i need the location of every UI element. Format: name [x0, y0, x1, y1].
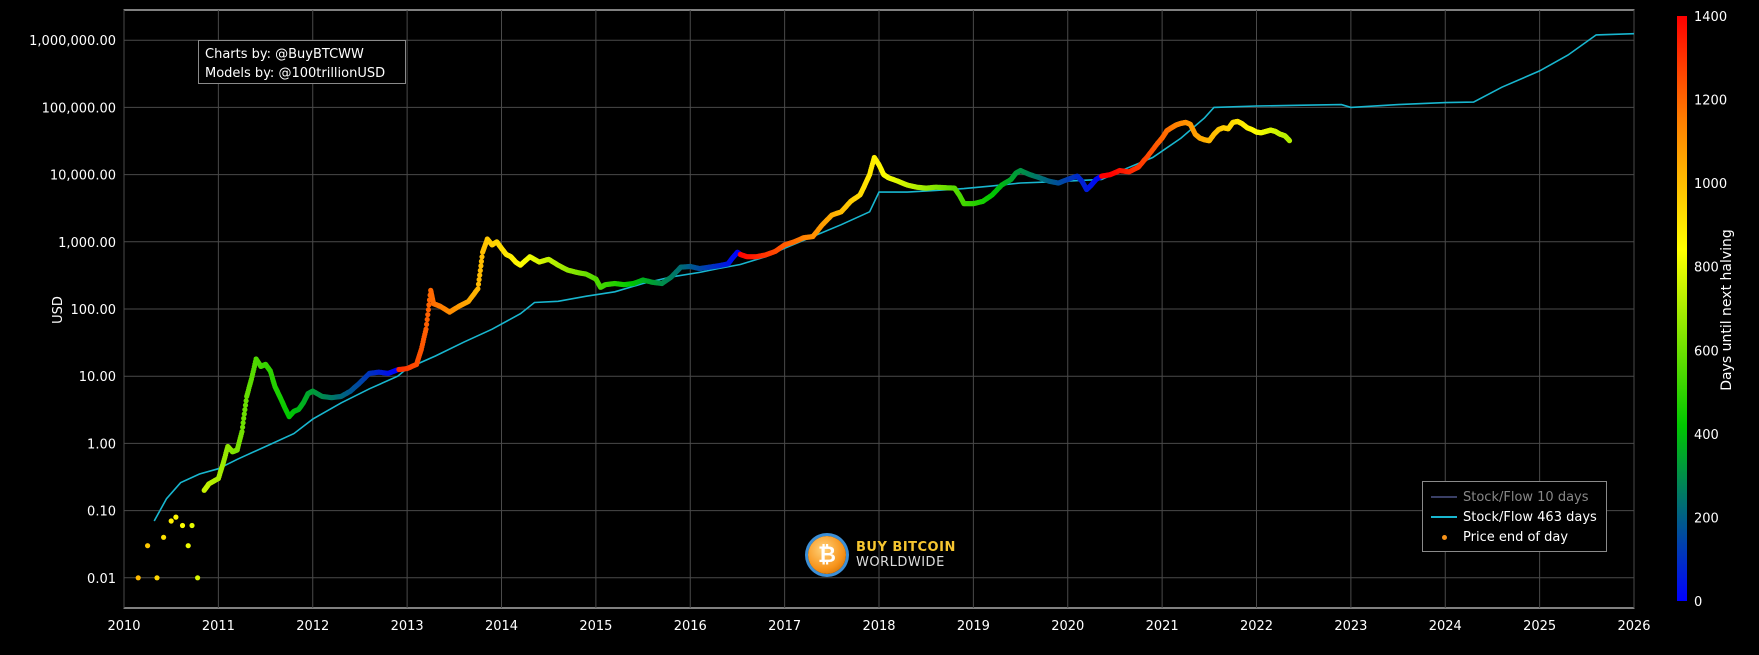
- x-tick-label: 2023: [1334, 619, 1367, 634]
- x-tick-label: 2018: [862, 619, 895, 634]
- y-tick-label: 10,000.00: [50, 169, 116, 184]
- x-tick-label: 2010: [107, 619, 140, 634]
- y-tick-label: 100.00: [71, 303, 117, 318]
- legend-label: Stock/Flow 463 days: [1463, 509, 1597, 525]
- colorbar-title: Days until next halving: [1719, 229, 1735, 391]
- y-tick-label: 0.10: [87, 505, 116, 520]
- grid: [123, 10, 1635, 608]
- price-point: [185, 543, 191, 549]
- price-point: [240, 420, 246, 426]
- x-tick-label: 2022: [1240, 619, 1273, 634]
- price-point: [478, 263, 484, 269]
- price-point: [477, 267, 483, 274]
- logo-line-2: WORLDWIDE: [856, 555, 945, 570]
- x-tick-label: 2025: [1523, 619, 1556, 634]
- series-layer: [135, 32, 1634, 581]
- x-tick-label: 2012: [296, 619, 329, 634]
- x-tick-label: 2013: [391, 619, 424, 634]
- y-tick-label: 100,000.00: [42, 101, 116, 116]
- colorbar-gradient: [1677, 16, 1687, 601]
- price-point: [426, 302, 432, 308]
- price-point: [241, 415, 247, 421]
- price-point: [179, 522, 186, 529]
- colorbar: 0 200 400 600 800 1000 1200 1400 Days until nex…: [1677, 10, 1735, 610]
- y-tick-label: 10.00: [79, 370, 116, 385]
- x-tick-label: 2016: [674, 619, 707, 634]
- price-point: [423, 326, 429, 332]
- legend-dot-swatch: [1431, 530, 1457, 544]
- price-point: [195, 575, 201, 581]
- x-tick-label: 2024: [1429, 619, 1462, 634]
- credits-models-by: Models by: @100trillionUSD: [205, 66, 386, 81]
- legend-item[interactable]: Stock/Flow 463 days: [1431, 507, 1598, 527]
- x-tick-label: 2026: [1617, 619, 1650, 634]
- price-point: [243, 398, 249, 404]
- price-point: [475, 286, 481, 292]
- price-point: [477, 272, 483, 278]
- price-point: [135, 575, 141, 581]
- price-point: [424, 321, 430, 327]
- credits-charts-by: Charts by: @BuyBTCWW: [205, 47, 364, 62]
- price-point: [189, 522, 195, 529]
- x-tick-label: 2017: [768, 619, 801, 634]
- credits-box: Charts by: @BuyBTCWW Models by: @100tril…: [198, 40, 406, 84]
- y-tick-label: 0.01: [87, 572, 116, 587]
- x-tick-label: 2021: [1146, 619, 1179, 634]
- price-point: [425, 307, 431, 313]
- buy-bitcoin-worldwide-logo: ₿ BUY BITCOIN WORLDWIDE: [808, 536, 956, 574]
- price-point: [424, 316, 430, 323]
- x-axis-ticks: 2010 2011 2012 2013 2014 2015 2016 2017 2018 2019…: [107, 619, 1650, 634]
- price-point: [241, 411, 247, 417]
- price-point: [154, 575, 160, 581]
- stock-flow-463-line: [153, 32, 1634, 522]
- price-point: [478, 258, 484, 264]
- y-tick-label: 1,000,000.00: [29, 34, 116, 49]
- colorbar-tick-label: 800: [1694, 261, 1719, 276]
- legend-line-swatch: [1431, 510, 1457, 524]
- y-tick-label: 1,000.00: [58, 236, 116, 251]
- colorbar-tick-label: 200: [1694, 511, 1719, 526]
- colorbar-tick-label: 0: [1694, 595, 1702, 610]
- colorbar-tick-label: 1400: [1694, 10, 1727, 25]
- price-point: [425, 312, 431, 318]
- legend-item[interactable]: Price end of day: [1431, 527, 1598, 547]
- price-point: [239, 429, 245, 435]
- price-point: [173, 514, 179, 520]
- colorbar-tick-label: 400: [1694, 428, 1719, 443]
- legend-label: Price end of day: [1463, 529, 1569, 545]
- legend: Stock/Flow 10 days Stock/Flow 463 days Pri…: [1422, 481, 1607, 552]
- price-point: [242, 402, 249, 408]
- y-axis-label: USD: [51, 296, 66, 324]
- price-point: [475, 281, 482, 287]
- price-point: [1286, 138, 1293, 144]
- legend-line-swatch: [1431, 490, 1457, 504]
- y-tick-label: 1.00: [87, 437, 116, 452]
- x-tick-label: 2011: [202, 619, 235, 634]
- legend-label: Stock/Flow 10 days: [1463, 489, 1589, 505]
- price-point: [476, 277, 482, 283]
- price-point: [145, 543, 151, 549]
- colorbar-tick-label: 1200: [1694, 94, 1727, 109]
- bitcoin-coin-icon: ₿: [808, 536, 846, 574]
- x-tick-label: 2020: [1051, 619, 1084, 634]
- y-axis-ticks: 0.01 0.10 1.00 10.00 100.00 1,000.00 10,000.00…: [29, 34, 116, 587]
- price-point: [242, 407, 248, 413]
- price-point: [240, 424, 246, 430]
- colorbar-tick-label: 1000: [1694, 177, 1727, 192]
- x-tick-label: 2015: [579, 619, 612, 634]
- logo-line-1: BUY BITCOIN: [856, 540, 956, 555]
- x-tick-label: 2014: [485, 619, 518, 634]
- price-point: [161, 534, 167, 540]
- legend-item[interactable]: Stock/Flow 10 days: [1431, 487, 1598, 507]
- x-tick-label: 2019: [957, 619, 990, 634]
- price-point: [479, 254, 485, 260]
- price-point: [168, 518, 174, 524]
- colorbar-tick-label: 600: [1694, 344, 1719, 359]
